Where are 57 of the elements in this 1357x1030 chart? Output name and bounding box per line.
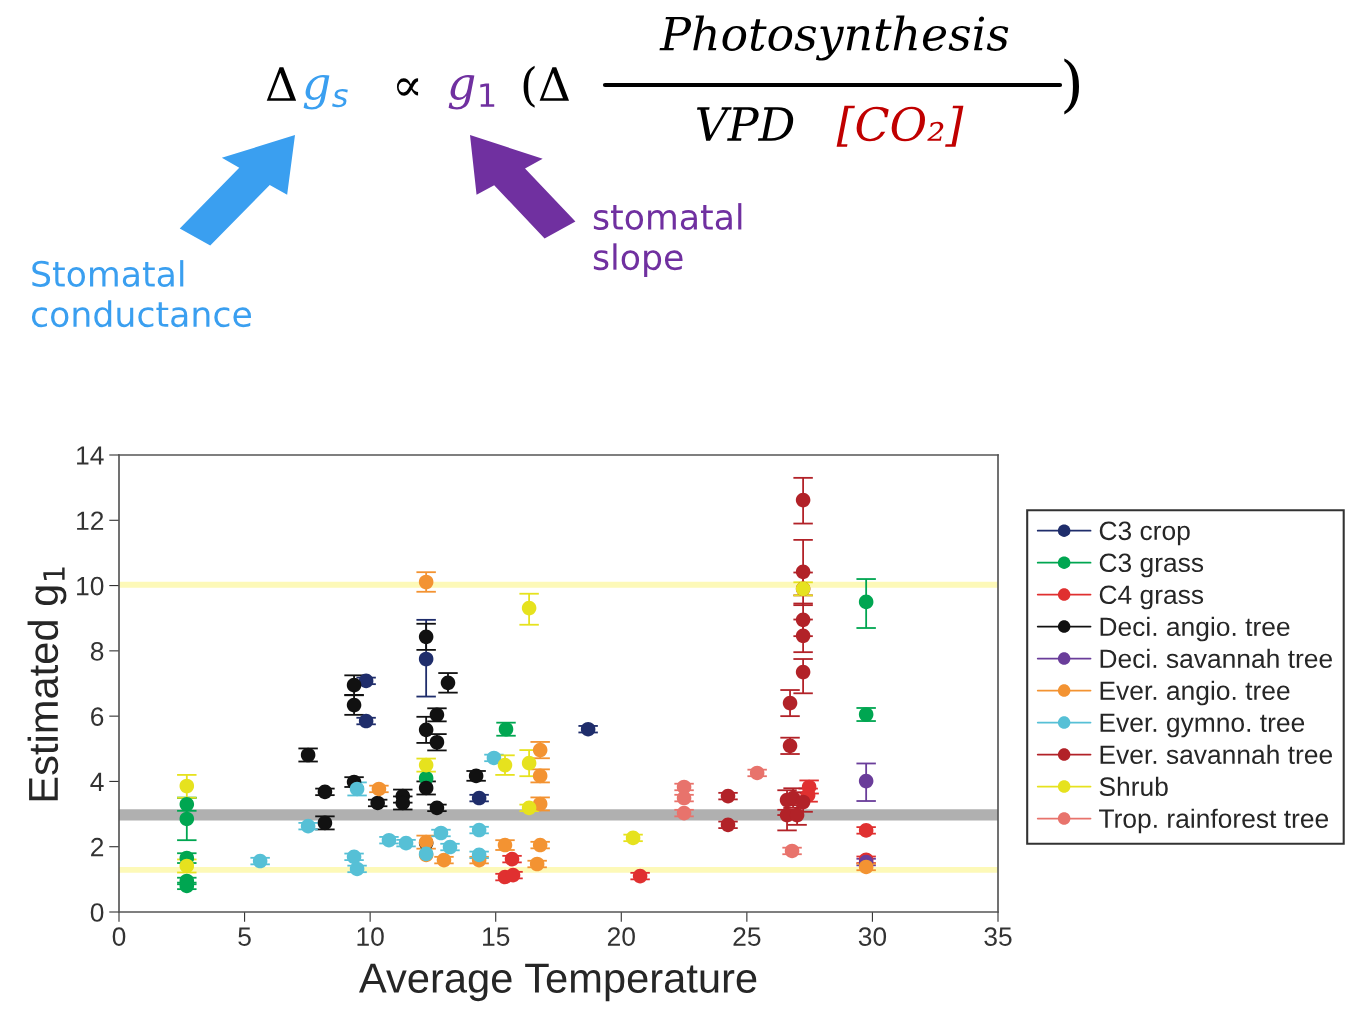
text: Stomatal conductance xyxy=(31,260,251,328)
point xyxy=(418,651,434,667)
legend-label: Ever. savannah tree xyxy=(1100,744,1332,765)
legend-label: Trop. rainforest tree xyxy=(1099,808,1329,834)
text: ) xyxy=(1064,58,1080,115)
point xyxy=(179,778,195,794)
point xyxy=(418,629,434,645)
x-axis-title: Average Temperature xyxy=(359,963,757,1002)
point xyxy=(795,664,811,680)
legend-label: Deci. savannah tree xyxy=(1100,648,1332,669)
point xyxy=(418,722,434,738)
text: (Δ xyxy=(523,65,570,108)
y-axis-title: Estimated g$_{1}$ xyxy=(27,567,67,801)
legend-label: Shrub xyxy=(1099,776,1168,797)
legend-label: C4 grass xyxy=(1099,585,1204,610)
legend-label: Ever. gymno. tree xyxy=(1100,713,1305,738)
point xyxy=(858,594,874,610)
x-tick-label: 25 xyxy=(733,927,761,946)
point xyxy=(179,811,195,827)
point xyxy=(858,773,874,789)
x-tick-label: 10 xyxy=(357,927,384,946)
point xyxy=(521,600,537,616)
legend-label: C3 crop xyxy=(1099,521,1190,546)
point xyxy=(795,564,811,580)
text: g$_{s}$ xyxy=(303,74,348,110)
x-tick-label: 20 xyxy=(607,927,635,946)
text: stomatal slope xyxy=(593,203,742,277)
point xyxy=(580,721,596,737)
point xyxy=(370,795,385,811)
text: [CO₂] xyxy=(836,105,964,147)
x-tick-label: 0 xyxy=(112,927,126,946)
text: VPD xyxy=(696,107,794,141)
x-tick-label: 5 xyxy=(238,927,251,946)
point xyxy=(521,755,537,771)
text: g$_{1}$ xyxy=(448,74,495,110)
x-tick-label: 15 xyxy=(483,927,510,946)
y-tick-label: 4 xyxy=(90,772,104,791)
point xyxy=(858,823,874,838)
y-tick-label: 8 xyxy=(90,641,104,661)
x-tick-label: 30 xyxy=(858,927,887,946)
text: Photosynthesis xyxy=(659,15,1009,61)
y-tick-label: 2 xyxy=(91,837,104,857)
legend-label: C3 grass xyxy=(1099,553,1204,578)
y-tick-label: 14 xyxy=(77,446,104,465)
x-tick-label: 35 xyxy=(984,927,1012,946)
y-tick-label: 0 xyxy=(90,903,104,922)
y-tick-label: 6 xyxy=(91,707,104,726)
legend-label: Deci. angio. tree xyxy=(1100,616,1290,642)
legend-label: Ever. angio. tree xyxy=(1100,680,1290,706)
point xyxy=(795,492,811,508)
y-tick-label: 10 xyxy=(77,576,104,596)
point xyxy=(782,695,798,711)
point xyxy=(795,612,811,628)
y-tick-label: 12 xyxy=(77,511,104,530)
text: ∝ xyxy=(396,78,419,96)
text: Δ xyxy=(266,67,297,101)
point xyxy=(795,628,811,644)
